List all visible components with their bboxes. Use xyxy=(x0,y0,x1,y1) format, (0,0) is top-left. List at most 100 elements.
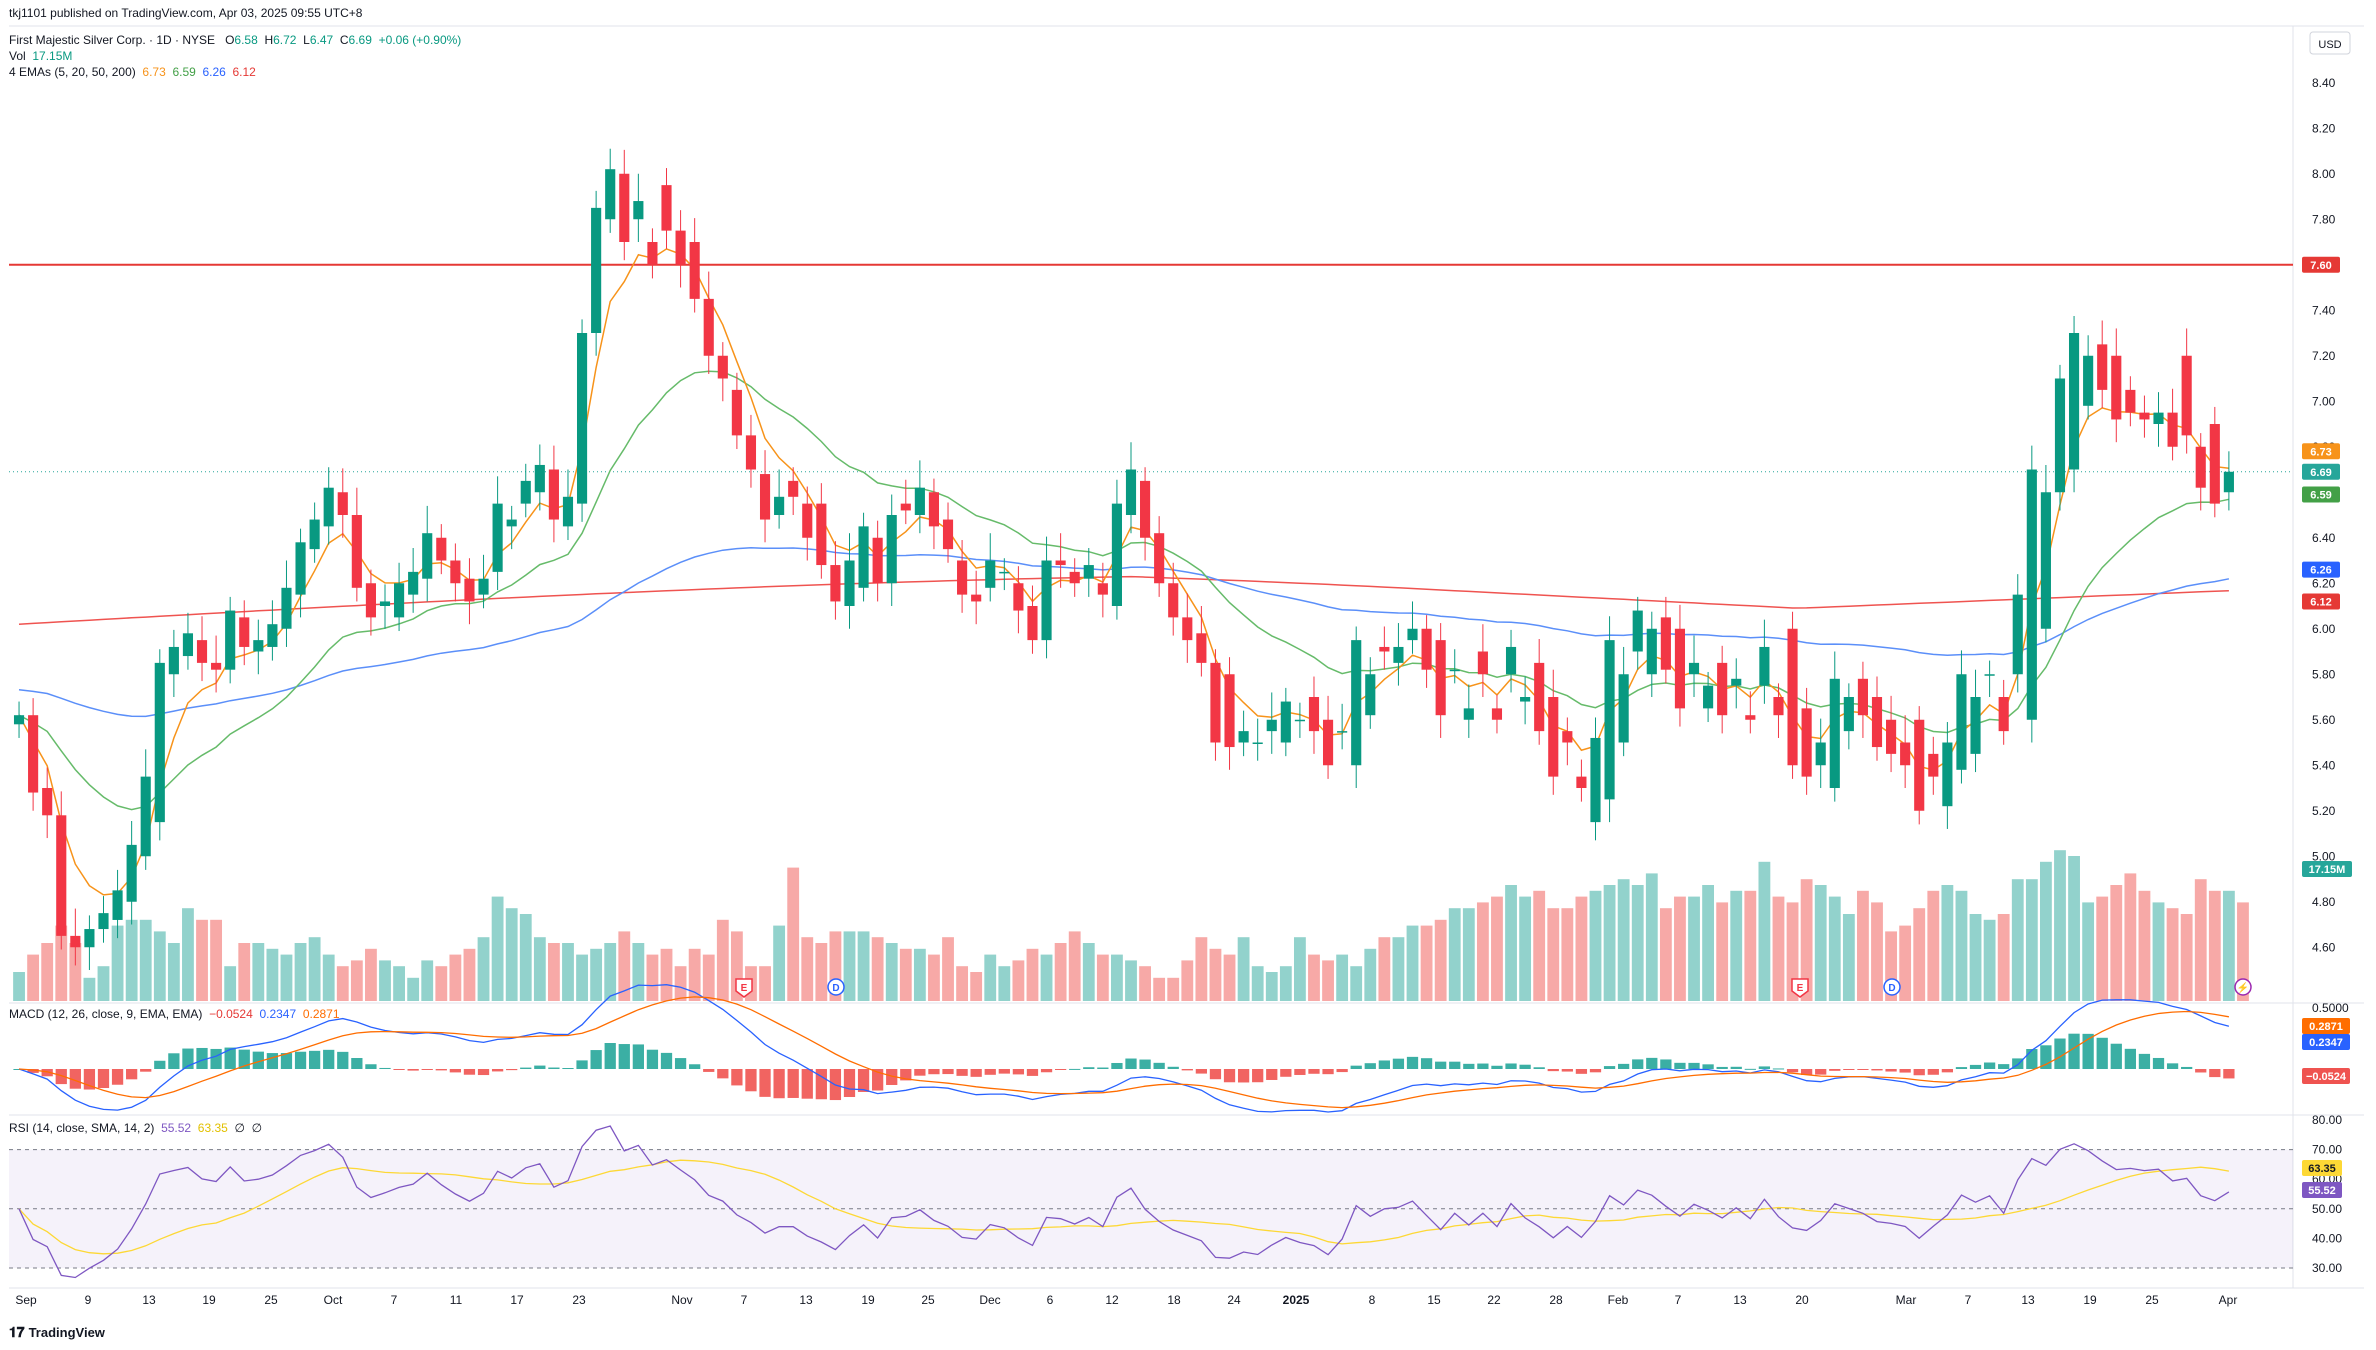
legend-volume[interactable]: Vol 17.15M xyxy=(9,49,72,64)
candle-body xyxy=(1801,708,1812,777)
legend-rsi[interactable]: RSI (14, close, SMA, 14, 2) 55.52 63.35 … xyxy=(9,1121,262,1136)
macd-hist-bar xyxy=(477,1069,490,1076)
candle-body xyxy=(140,776,151,857)
candle-body xyxy=(1660,617,1671,670)
time-tick-label: Dec xyxy=(979,1293,1000,1307)
macd-hist-bar xyxy=(463,1069,476,1075)
volume-bar xyxy=(1322,960,1334,1001)
legend-macd[interactable]: MACD (12, 26, close, 9, EMA, EMA) −0.052… xyxy=(9,1007,340,1022)
symbol-title[interactable]: First Majestic Silver Corp. · 1D · NYSE xyxy=(9,33,216,47)
macd-hist-bar xyxy=(111,1069,124,1085)
time-tick-label: 23 xyxy=(572,1293,586,1307)
volume-bar xyxy=(1927,890,1940,1001)
tradingview-footer[interactable]: 𝟏𝟕 TradingView xyxy=(9,1324,105,1341)
rsi-axis-label: 50.00 xyxy=(2312,1202,2342,1216)
candle-body xyxy=(1843,697,1854,732)
candle-body xyxy=(1520,697,1531,702)
volume-bar xyxy=(674,966,687,1001)
rsi-extra-1: ∅ xyxy=(234,1121,245,1135)
candle-body xyxy=(154,662,165,823)
volume-bar xyxy=(871,937,884,1001)
volume-bar xyxy=(730,931,743,1001)
candle-body xyxy=(1196,633,1207,663)
macd-hist-bar xyxy=(55,1069,67,1085)
volume-bar xyxy=(505,908,518,1001)
volume-bar xyxy=(1828,896,1841,1001)
macd-hist-bar xyxy=(1449,1061,1461,1069)
candle-body xyxy=(1815,742,1826,766)
volume-bar xyxy=(646,954,659,1001)
rsi-ma-value: 63.35 xyxy=(197,1121,228,1135)
volume-bar xyxy=(1730,890,1743,1001)
candle-body xyxy=(534,464,545,493)
macd-hist-bar xyxy=(562,1068,574,1070)
macd-hist-bar xyxy=(618,1044,630,1069)
price-tick-label: 7.80 xyxy=(2312,212,2336,226)
volume-bar xyxy=(1448,908,1461,1001)
time-tick-label: 8 xyxy=(1369,1293,1376,1307)
candle-body xyxy=(394,583,405,618)
volume-bar xyxy=(2152,902,2165,1001)
rsi-ma-line xyxy=(18,1159,2230,1255)
macd-hist-bar xyxy=(379,1067,391,1069)
candle-body xyxy=(661,185,672,231)
candle-body xyxy=(1421,628,1432,670)
macd-hist-bar xyxy=(1758,1066,1771,1069)
candle-body xyxy=(2167,412,2178,447)
macd-hist-bar xyxy=(1871,1069,1883,1071)
candle-body xyxy=(1224,674,1235,748)
price-tag-label: 6.73 xyxy=(2310,446,2331,458)
candle-body xyxy=(816,503,827,566)
volume-bar xyxy=(1674,896,1686,1001)
macd-hist-bar xyxy=(1857,1069,1869,1070)
candle-body xyxy=(2097,344,2108,390)
candle-body xyxy=(576,333,588,504)
time-tick-label: 12 xyxy=(1105,1293,1119,1307)
candle-body xyxy=(126,844,137,902)
macd-hist-bar xyxy=(1772,1068,1785,1070)
macd-hist-bar xyxy=(1702,1064,1714,1069)
macd-hist-bar xyxy=(2124,1048,2136,1069)
macd-hist-bar xyxy=(351,1058,363,1069)
macd-hist-bar xyxy=(2152,1057,2165,1069)
close-value: 6.69 xyxy=(348,33,372,47)
volume-bar xyxy=(829,931,842,1001)
macd-hist-bar xyxy=(1660,1059,1672,1069)
volume-bar xyxy=(1476,902,1489,1001)
candle-body xyxy=(1984,674,1995,676)
time-tick-label: 22 xyxy=(1487,1293,1501,1307)
macd-hist-bar xyxy=(337,1051,349,1069)
volume-bar xyxy=(2237,902,2249,1001)
macd-hist-bar xyxy=(491,1069,504,1072)
rsi-tag-label: 55.52 xyxy=(2308,1185,2336,1197)
macd-hist-bar xyxy=(308,1050,321,1069)
candle-body xyxy=(1435,640,1446,716)
macd-hist-bar xyxy=(2223,1069,2235,1079)
candle-body xyxy=(1759,646,1770,686)
ema200-value: 6.12 xyxy=(232,65,256,79)
volume-bar xyxy=(336,966,349,1001)
volume-bar xyxy=(787,867,800,1001)
candle-body xyxy=(858,526,869,588)
time-tick-label: 28 xyxy=(1549,1293,1563,1307)
candle-body xyxy=(900,503,911,511)
legend-emas[interactable]: 4 EMAs (5, 20, 50, 200) 6.73 6.59 6.26 6… xyxy=(9,65,256,80)
volume-bar xyxy=(2025,879,2038,1001)
candle-body xyxy=(337,492,348,515)
candle-body xyxy=(112,890,123,920)
macd-hist-bar xyxy=(2012,1058,2024,1069)
candle-body xyxy=(196,640,208,663)
candle-body xyxy=(844,560,855,606)
candle-body xyxy=(774,496,785,515)
volume-bar xyxy=(942,937,954,1001)
time-tick-label: 2025 xyxy=(1283,1293,1310,1307)
price-tick-label: 5.00 xyxy=(2312,849,2336,863)
price-tick-label: 7.40 xyxy=(2312,303,2336,317)
candle-body xyxy=(1182,617,1193,641)
macd-hist-bar xyxy=(1364,1063,1376,1069)
macd-hist-bar xyxy=(914,1069,926,1076)
macd-hist-bar xyxy=(1420,1058,1433,1069)
macd-hist-bar xyxy=(224,1047,236,1069)
